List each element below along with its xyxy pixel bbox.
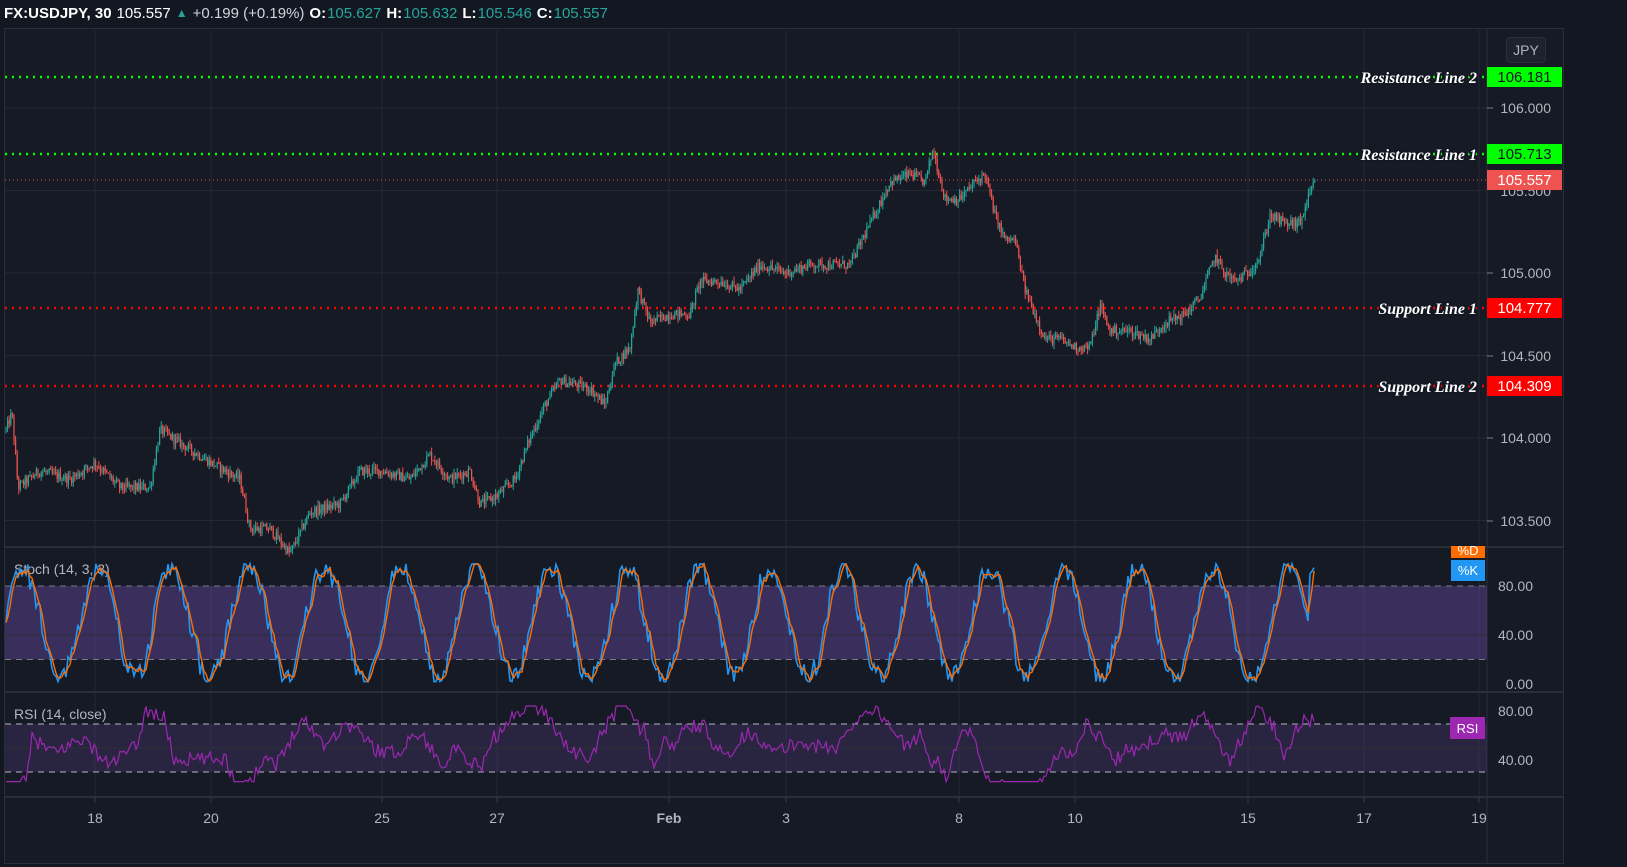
time-tick: 3 <box>782 810 790 826</box>
price-change: +0.199 (+0.19%) <box>192 4 305 22</box>
stoch-tick: 0.00 <box>1506 676 1533 692</box>
time-tick: 20 <box>203 810 219 826</box>
rsi-tag: RSI <box>1450 717 1485 739</box>
close-value: 105.557 <box>553 4 608 22</box>
grid-lines <box>4 28 1564 864</box>
symbol-name[interactable]: FX:USDJPY, 30 <box>4 4 112 22</box>
support-1-price-tag: 104.777 <box>1487 298 1562 318</box>
support-resistance-lines[interactable]: Resistance Line 2 Resistance Line 1 Suppor… <box>5 69 1487 398</box>
rsi-title: RSI (14, close) <box>14 706 107 722</box>
stoch-d-line <box>5 562 1315 683</box>
triangle-up-icon: ▲ <box>175 6 188 20</box>
price-tick: 105.000 <box>1500 265 1551 281</box>
price-tick: 104.000 <box>1500 430 1551 446</box>
support-2-price-tag: 104.309 <box>1487 376 1562 396</box>
current-price-tag: 105.557 <box>1487 170 1562 190</box>
time-tick: 27 <box>489 810 505 826</box>
resistance-2-price-tag: 106.181 <box>1487 67 1562 87</box>
low-label: L: <box>462 4 477 22</box>
open-value: 105.627 <box>327 4 382 22</box>
level-label: Resistance Line 1 <box>1360 147 1477 164</box>
high-label: H: <box>386 4 403 22</box>
stoch-pane[interactable]: Stoch (14, 3, 3) <box>5 560 1487 684</box>
time-tick: 25 <box>374 810 390 826</box>
time-tick: 19 <box>1471 810 1487 826</box>
last-price: 105.557 <box>116 4 171 22</box>
rsi-pane[interactable]: RSI (14, close) <box>5 704 1487 784</box>
stoch-k-tag: %K <box>1451 560 1485 581</box>
time-tick: 15 <box>1240 810 1256 826</box>
rsi-line <box>6 704 1315 784</box>
axes[interactable]: 106.000105.000104.500104.000103.500105.5… <box>87 100 1551 826</box>
close-label: C: <box>536 4 553 22</box>
stoch-title: Stoch (14, 3, 3) <box>14 561 110 577</box>
time-tick: 18 <box>87 810 103 826</box>
low-value: 105.546 <box>477 4 532 22</box>
candlestick-series <box>5 147 1316 557</box>
time-tick: 8 <box>955 810 963 826</box>
chart-frame <box>4 28 1564 864</box>
rsi-tick: 80.00 <box>1498 703 1533 719</box>
level-label: Support Line 1 <box>1378 301 1477 318</box>
price-tick: 106.000 <box>1500 100 1551 116</box>
open-label: O: <box>309 4 327 22</box>
stoch-tick: 80.00 <box>1498 578 1533 594</box>
stoch-d-tag: %D <box>1451 546 1485 558</box>
symbol-header: FX:USDJPY, 30 105.557 ▲ +0.199 (+0.19%) … <box>0 0 1627 26</box>
time-tick: 10 <box>1067 810 1083 826</box>
price-tick: 104.500 <box>1500 348 1551 364</box>
resistance-1-price-tag: 105.713 <box>1487 144 1562 164</box>
time-tick: Feb <box>657 810 682 826</box>
high-value: 105.632 <box>403 4 458 22</box>
level-label: Support Line 2 <box>1378 379 1477 396</box>
price-tick: 103.500 <box>1500 513 1551 529</box>
stoch-tick: 40.00 <box>1498 627 1533 643</box>
currency-button[interactable]: JPY <box>1506 37 1546 63</box>
time-tick: 17 <box>1356 810 1372 826</box>
rsi-tick: 40.00 <box>1498 752 1533 768</box>
level-label: Resistance Line 2 <box>1360 70 1477 87</box>
